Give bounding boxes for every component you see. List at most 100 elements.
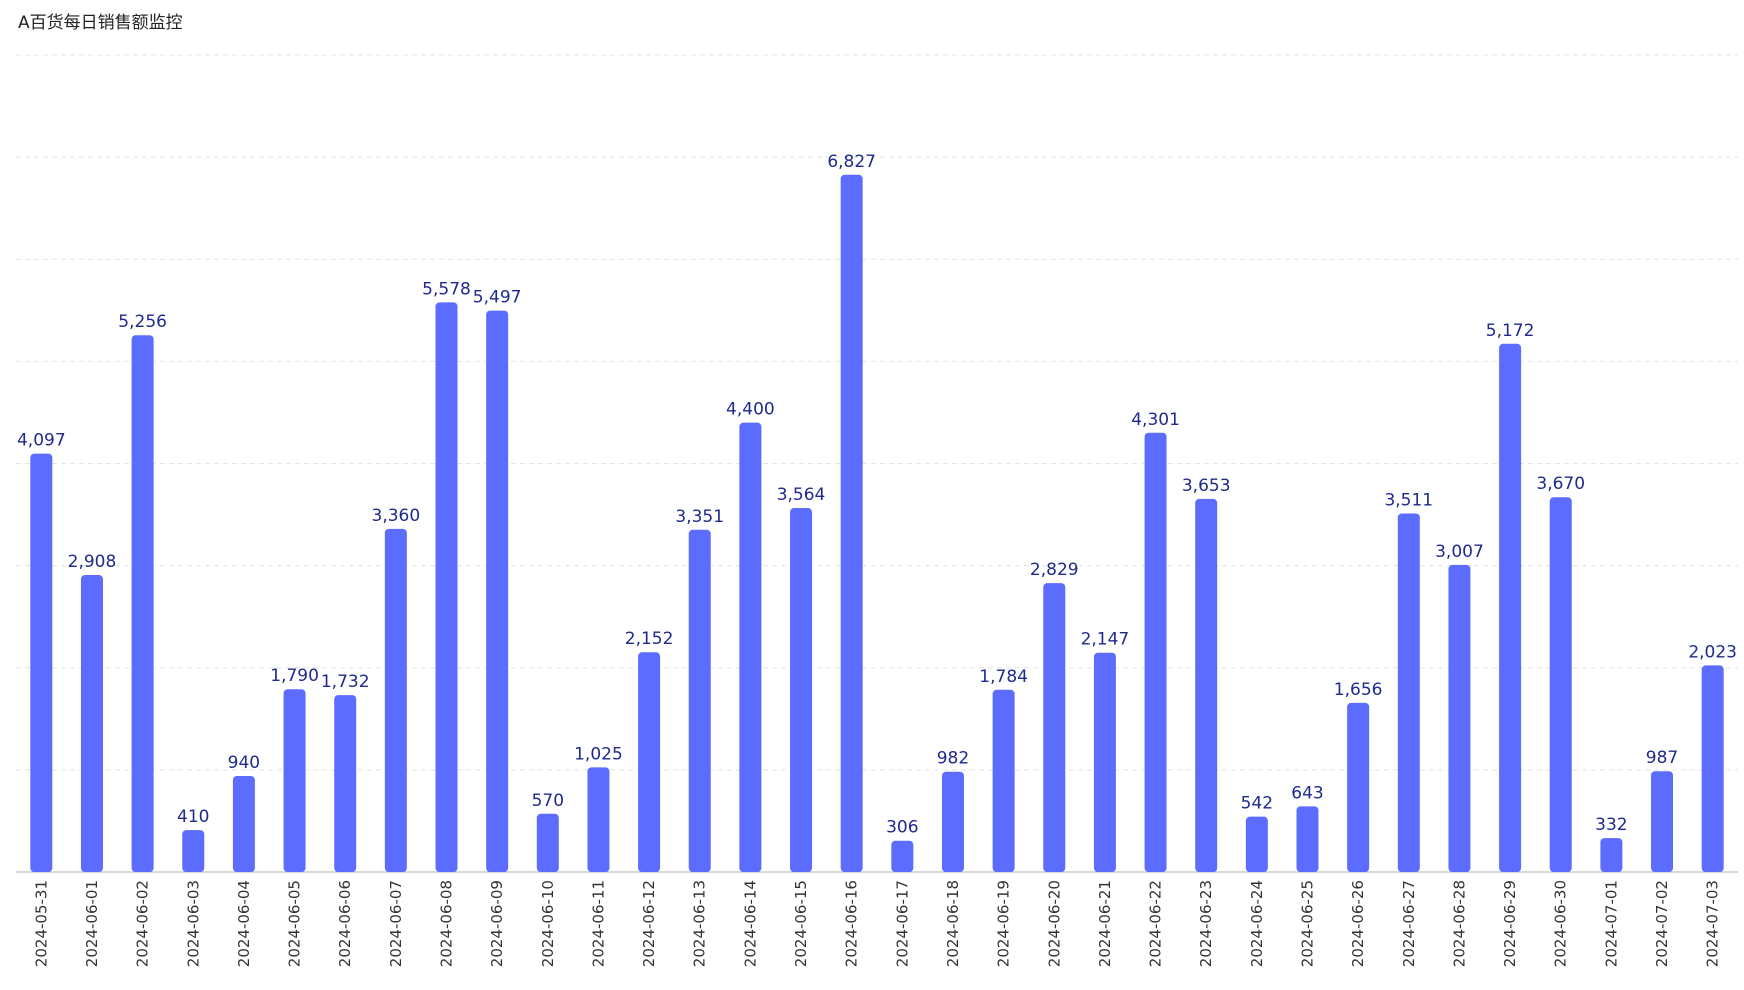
bar-2024-06-24[interactable] <box>1245 816 1268 872</box>
x-tick-label: 2024-07-02 <box>1653 880 1671 967</box>
x-tick-label: 2024-06-16 <box>843 880 861 967</box>
data-label: 410 <box>177 807 209 827</box>
data-label: 570 <box>532 791 564 811</box>
x-tick-label: 2024-06-23 <box>1197 880 1215 967</box>
x-tick-label: 2024-06-18 <box>944 880 962 967</box>
x-tick-label: 2024-06-29 <box>1501 880 1519 967</box>
bar-2024-06-10[interactable] <box>536 813 559 872</box>
x-tick-label: 2024-06-13 <box>691 880 709 967</box>
data-label: 982 <box>937 749 969 769</box>
bar-2024-06-23[interactable] <box>1195 498 1218 872</box>
x-tick-label: 2024-06-27 <box>1400 880 1418 967</box>
bar-2024-06-05[interactable] <box>283 689 306 872</box>
data-label: 1,732 <box>321 672 370 692</box>
data-label: 5,172 <box>1486 321 1535 341</box>
data-label: 1,784 <box>979 667 1028 687</box>
bar-2024-06-26[interactable] <box>1347 702 1370 872</box>
data-label: 987 <box>1646 748 1678 768</box>
bar-2024-06-19[interactable] <box>992 689 1015 872</box>
bar-2024-06-27[interactable] <box>1397 513 1420 872</box>
x-tick-label: 2024-06-10 <box>539 880 557 967</box>
bar-2024-06-06[interactable] <box>334 695 357 872</box>
bar-2024-06-21[interactable] <box>1093 652 1116 872</box>
bar-2024-06-08[interactable] <box>435 302 458 872</box>
x-tick-label: 2024-06-03 <box>184 880 202 967</box>
x-tick-label: 2024-06-30 <box>1552 880 1570 967</box>
bar-2024-06-04[interactable] <box>232 776 255 872</box>
data-label: 2,023 <box>1688 642 1737 662</box>
data-label: 3,653 <box>1182 476 1231 496</box>
bar-2024-06-30[interactable] <box>1549 497 1572 872</box>
x-tick-label: 2024-06-07 <box>387 880 405 967</box>
x-tick-label: 2024-06-02 <box>134 880 152 967</box>
data-label: 1,790 <box>270 666 319 686</box>
x-tick-label: 2024-06-08 <box>438 880 456 967</box>
x-tick-label: 2024-07-03 <box>1704 880 1722 967</box>
data-label: 940 <box>228 753 260 773</box>
data-label: 542 <box>1241 794 1273 814</box>
bar-2024-06-03[interactable] <box>182 830 205 872</box>
x-tick-label: 2024-07-01 <box>1602 880 1620 967</box>
bar-2024-06-22[interactable] <box>1144 432 1167 872</box>
bar-2024-06-20[interactable] <box>1043 583 1066 872</box>
data-label: 3,564 <box>777 485 826 505</box>
data-label: 3,351 <box>675 507 724 527</box>
bar-2024-07-01[interactable] <box>1600 838 1623 872</box>
data-label: 2,152 <box>625 629 674 649</box>
data-label: 5,578 <box>422 279 471 299</box>
data-label: 332 <box>1595 815 1627 835</box>
bar-2024-06-29[interactable] <box>1499 343 1522 872</box>
bar-2024-06-13[interactable] <box>688 529 711 872</box>
x-tick-label: 2024-06-09 <box>488 880 506 967</box>
x-tick-label: 2024-06-06 <box>336 880 354 967</box>
bar-2024-06-16[interactable] <box>840 174 863 873</box>
bar-2024-06-15[interactable] <box>790 508 813 872</box>
data-label: 306 <box>886 818 918 838</box>
data-label: 643 <box>1291 783 1323 803</box>
data-label: 2,908 <box>68 552 117 572</box>
data-label: 5,256 <box>118 312 167 332</box>
data-label: 1,656 <box>1334 680 1383 700</box>
data-label: 3,670 <box>1536 474 1585 494</box>
data-label: 3,007 <box>1435 542 1484 562</box>
data-label: 5,497 <box>473 288 522 308</box>
bar-2024-06-14[interactable] <box>739 422 762 872</box>
data-label: 2,147 <box>1081 630 1130 650</box>
x-tick-label: 2024-06-01 <box>83 880 101 967</box>
data-label: 6,827 <box>827 152 876 172</box>
x-tick-label: 2024-06-05 <box>286 880 304 967</box>
data-label: 4,301 <box>1131 410 1180 430</box>
data-label: 2,829 <box>1030 560 1079 580</box>
data-label: 3,360 <box>372 506 421 526</box>
x-tick-label: 2024-06-22 <box>1147 880 1165 967</box>
bar-2024-06-11[interactable] <box>587 767 610 872</box>
x-tick-label: 2024-06-15 <box>792 880 810 967</box>
x-tick-label: 2024-06-28 <box>1450 880 1468 967</box>
x-tick-label: 2024-06-20 <box>1045 880 1063 967</box>
x-tick-label: 2024-06-14 <box>741 880 759 967</box>
x-tick-label: 2024-06-25 <box>1299 880 1317 967</box>
x-tick-label: 2024-06-26 <box>1349 880 1367 967</box>
bar-2024-07-02[interactable] <box>1651 771 1674 872</box>
bar-2024-06-17[interactable] <box>891 840 914 872</box>
bar-2024-05-31[interactable] <box>30 453 53 872</box>
bar-2024-06-18[interactable] <box>941 771 964 872</box>
data-label: 4,097 <box>17 431 66 451</box>
bar-2024-06-12[interactable] <box>638 652 661 872</box>
data-label: 1,025 <box>574 744 623 764</box>
x-tick-label: 2024-06-19 <box>995 880 1013 967</box>
bar-2024-06-02[interactable] <box>131 335 154 873</box>
bar-2024-06-25[interactable] <box>1296 806 1319 872</box>
data-label: 3,511 <box>1384 490 1433 510</box>
bar-2024-06-01[interactable] <box>80 575 103 872</box>
x-tick-label: 2024-06-12 <box>640 880 658 967</box>
x-tick-label: 2024-06-11 <box>589 880 607 967</box>
chart-title: A百货每日销售额监控 <box>18 13 183 33</box>
x-tick-label: 2024-05-31 <box>32 880 50 967</box>
x-tick-label: 2024-06-04 <box>235 880 253 967</box>
bar-2024-06-09[interactable] <box>486 310 509 872</box>
bar-2024-07-03[interactable] <box>1701 665 1724 872</box>
x-tick-label: 2024-06-17 <box>893 880 911 967</box>
bar-2024-06-28[interactable] <box>1448 564 1471 872</box>
bar-2024-06-07[interactable] <box>384 528 407 872</box>
